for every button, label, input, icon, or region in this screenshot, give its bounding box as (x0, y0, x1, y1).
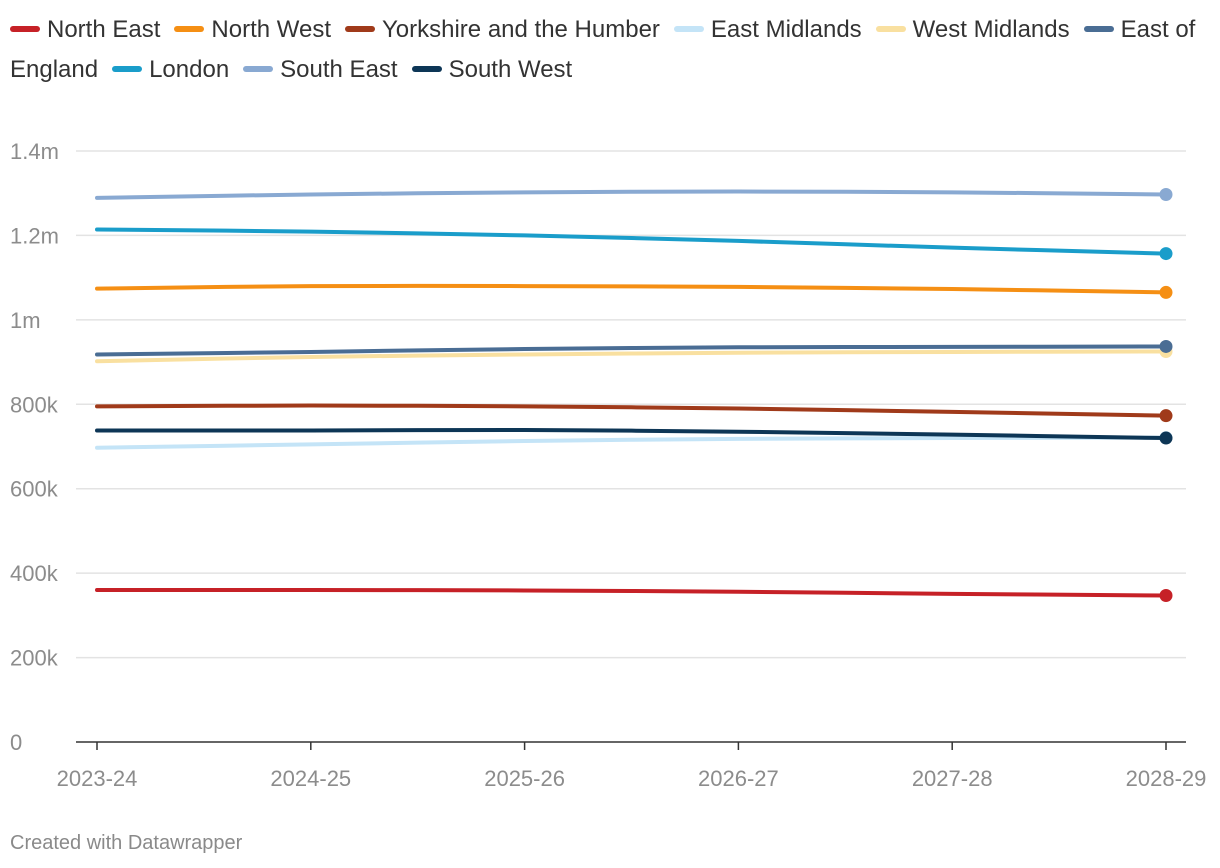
y-tick-label: 1.2m (10, 223, 59, 248)
series-north-west (95, 283, 1173, 299)
series-end-point (1159, 589, 1173, 603)
series-end-point (1159, 285, 1173, 299)
series-end-point (1159, 409, 1173, 423)
legend-item: North West (174, 16, 331, 43)
y-tick-label: 400k (10, 561, 59, 586)
x-tick-label: 2026-27 (698, 766, 779, 791)
legend-swatch (344, 25, 375, 32)
legend-swatch (875, 25, 906, 32)
legend-label: London (149, 56, 230, 83)
series-lines (95, 187, 1173, 603)
legend-label: North East (47, 16, 161, 43)
legend-swatch (411, 65, 442, 72)
series-line (95, 403, 1168, 418)
series-south-west (95, 427, 1173, 445)
series-end-point (1159, 187, 1173, 201)
legend-swatch (112, 65, 143, 72)
y-tick-label: 200k (10, 646, 59, 671)
series-line (95, 283, 1168, 295)
series-line (95, 427, 1168, 441)
series-end-point (1159, 247, 1173, 261)
x-tick-label: 2024-25 (270, 766, 351, 791)
y-axis: 0 200k 400k 600k 800k 1m 1.2m 1.4m (10, 139, 59, 755)
y-tick-label: 800k (10, 392, 59, 417)
credit-text: Created with Datawrapper (10, 832, 243, 854)
x-tick-label: 2023-24 (57, 766, 138, 791)
legend-label: East Midlands (710, 16, 862, 43)
legend-swatch (174, 25, 205, 32)
legend-label: Yorkshire and the Humber (381, 16, 660, 43)
legend-item: Yorkshire and the Humber (344, 16, 660, 43)
legend-item: West Midlands (875, 16, 1070, 43)
legend-item: South East (243, 56, 398, 83)
series-line (95, 349, 1168, 364)
series-south-east (95, 187, 1173, 201)
legend-label: West Midlands (912, 16, 1070, 43)
series-north-east (95, 587, 1173, 603)
x-tick-label: 2028-29 (1126, 766, 1207, 791)
series-yorkshire-and-the-humber (95, 403, 1173, 423)
series-line (95, 435, 1168, 450)
series-line (95, 587, 1168, 598)
series-london (95, 227, 1173, 261)
series-end-point (1159, 431, 1173, 445)
series-end-point (1159, 339, 1173, 353)
legend-swatch (673, 25, 704, 32)
legend-label: South West (448, 56, 573, 83)
y-tick-label: 0 (10, 730, 22, 755)
legend-item: London (112, 56, 229, 83)
legend-item: North East (10, 16, 160, 43)
series-line (95, 227, 1168, 256)
y-tick-label: 1.4m (10, 139, 59, 164)
y-tick-label: 1m (10, 308, 41, 333)
legend-label: North West (211, 16, 331, 43)
legend-item: South West (411, 56, 573, 83)
legend-swatch (10, 25, 40, 32)
x-axis: 2023-24 2024-25 2025-26 2026-27 2027-28 2028-… (57, 741, 1207, 791)
legend-item: East Midlands (673, 16, 862, 43)
legend-label: South East (280, 56, 398, 83)
legend-swatch (243, 65, 274, 72)
legend: North East North West Yorkshire and the Hu… (10, 10, 1215, 90)
legend-item: East of England (10, 16, 1195, 83)
series-line (95, 344, 1168, 357)
series-line (95, 189, 1168, 200)
legend-swatch (1083, 25, 1114, 32)
gridlines (76, 150, 1186, 659)
x-tick-label: 2025-26 (484, 766, 565, 791)
legend-label: East of England (10, 16, 1196, 83)
x-tick-label: 2027-28 (912, 766, 993, 791)
y-tick-label: 600k (10, 477, 59, 502)
series-east-of-england (95, 339, 1173, 357)
